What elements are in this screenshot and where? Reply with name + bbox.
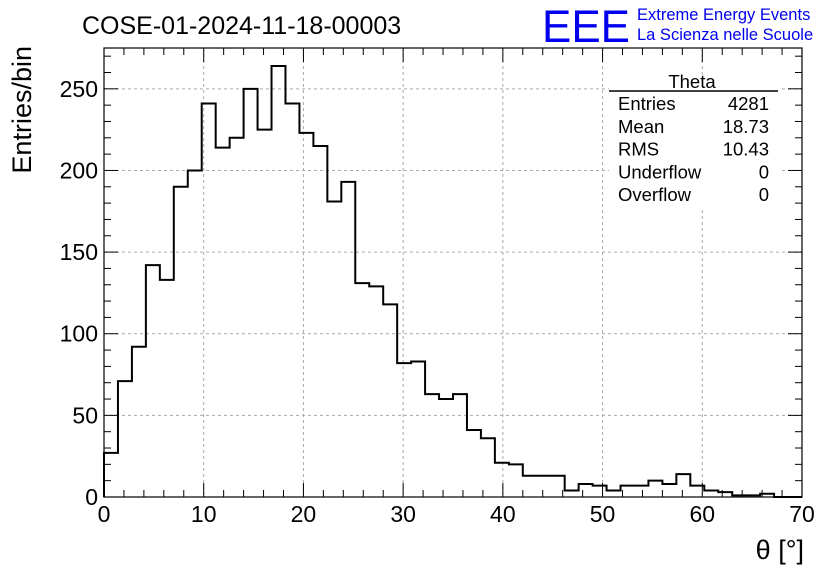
- histogram-bin: [174, 187, 188, 497]
- y-tick-labels: 0 50 100 150 200 250: [60, 76, 98, 510]
- eee-logo-mark: EEE: [542, 1, 630, 52]
- histogram-bin: [676, 474, 690, 497]
- stats-rows: Entries 4281 Mean 18.73 RMS 10.43 Underflow 0 Ov…: [618, 93, 769, 205]
- x-tick-labels: 0 10 20 30 40 50 60 70: [98, 501, 815, 527]
- histogram-bin: [132, 347, 146, 497]
- x-tick-label: 50: [590, 501, 616, 527]
- y-tick-label: 200: [60, 157, 98, 183]
- histogram-bin: [146, 265, 160, 497]
- histogram-bin: [118, 381, 132, 497]
- histogram-bin: [244, 89, 258, 497]
- histogram-bin: [355, 283, 369, 497]
- histogram-bin: [509, 464, 523, 497]
- histogram-bin: [369, 286, 383, 497]
- histogram-bin: [230, 138, 244, 497]
- histogram-bin: [634, 486, 648, 497]
- y-tick-label: 0: [85, 484, 98, 510]
- x-tick-label: 0: [98, 501, 111, 527]
- histogram-bin: [313, 146, 327, 497]
- x-tick-label: 10: [191, 501, 217, 527]
- x-tick-label: 30: [390, 501, 416, 527]
- histogram-bin: [411, 361, 425, 497]
- histogram-bin: [481, 438, 495, 497]
- stats-box-background: [609, 81, 780, 208]
- histogram-bin: [439, 399, 453, 497]
- histogram-bin: [537, 476, 551, 497]
- stats-row-value: 4281: [728, 93, 769, 114]
- histogram-bin: [593, 486, 607, 497]
- histogram-bin: [160, 280, 174, 497]
- x-axis-label: θ [°]: [756, 535, 804, 565]
- y-tick-label: 250: [60, 76, 98, 102]
- stats-row-value: 0: [759, 161, 769, 182]
- histogram-bin: [648, 481, 662, 497]
- eee-logo: EEE Extreme Energy Events La Scienza nel…: [542, 1, 813, 52]
- y-tick-label: 100: [60, 321, 98, 347]
- x-tick-label: 70: [789, 501, 815, 527]
- stats-row-value: 0: [759, 184, 769, 205]
- y-tick-label: 50: [72, 402, 98, 428]
- histogram-bin: [104, 453, 118, 497]
- histogram-bin: [425, 394, 439, 497]
- x-tick-label: 60: [689, 501, 715, 527]
- stats-row-label: Underflow: [618, 161, 702, 182]
- histogram-outline: [103, 64, 802, 498]
- histogram-bin: [258, 130, 272, 497]
- histogram-bin: [341, 182, 355, 497]
- y-tick-label: 150: [60, 239, 98, 265]
- stats-row-value: 18.73: [723, 116, 769, 137]
- histogram-bin: [523, 476, 537, 497]
- histogram-bin: [662, 484, 676, 497]
- histogram-bin: [299, 133, 313, 497]
- histogram-bin: [397, 363, 411, 497]
- histogram-bin: [495, 463, 509, 497]
- eee-logo-line2: La Scienza nelle Scuole: [637, 26, 813, 44]
- stats-row-label: Entries: [618, 93, 676, 114]
- histogram-bin: [383, 304, 397, 497]
- stats-row-label: Mean: [618, 116, 664, 137]
- histogram-bin: [467, 430, 481, 497]
- histogram-bin: [285, 104, 299, 497]
- histogram-bin: [272, 66, 286, 497]
- x-tick-label: 40: [490, 501, 516, 527]
- plot-frame: [103, 47, 803, 498]
- y-axis-label: Entries/bin: [7, 46, 37, 174]
- chart-title: COSE-01-2024-11-18-00003: [82, 12, 401, 40]
- stats-box: Theta Entries 4281 Mean 18.73 RMS 10.43 Underf…: [609, 71, 780, 208]
- stats-row-value: 10.43: [723, 139, 769, 160]
- histogram-bin: [327, 201, 341, 497]
- x-tick-label: 20: [291, 501, 317, 527]
- stats-row-label: Overflow: [618, 184, 692, 205]
- histogram-bin: [453, 394, 467, 497]
- histogram-bin: [579, 484, 593, 497]
- eee-logo-line1: Extreme Energy Events: [637, 6, 810, 24]
- stats-row-label: RMS: [618, 139, 659, 160]
- histogram-bin: [216, 148, 230, 497]
- stats-box-title: Theta: [668, 71, 716, 92]
